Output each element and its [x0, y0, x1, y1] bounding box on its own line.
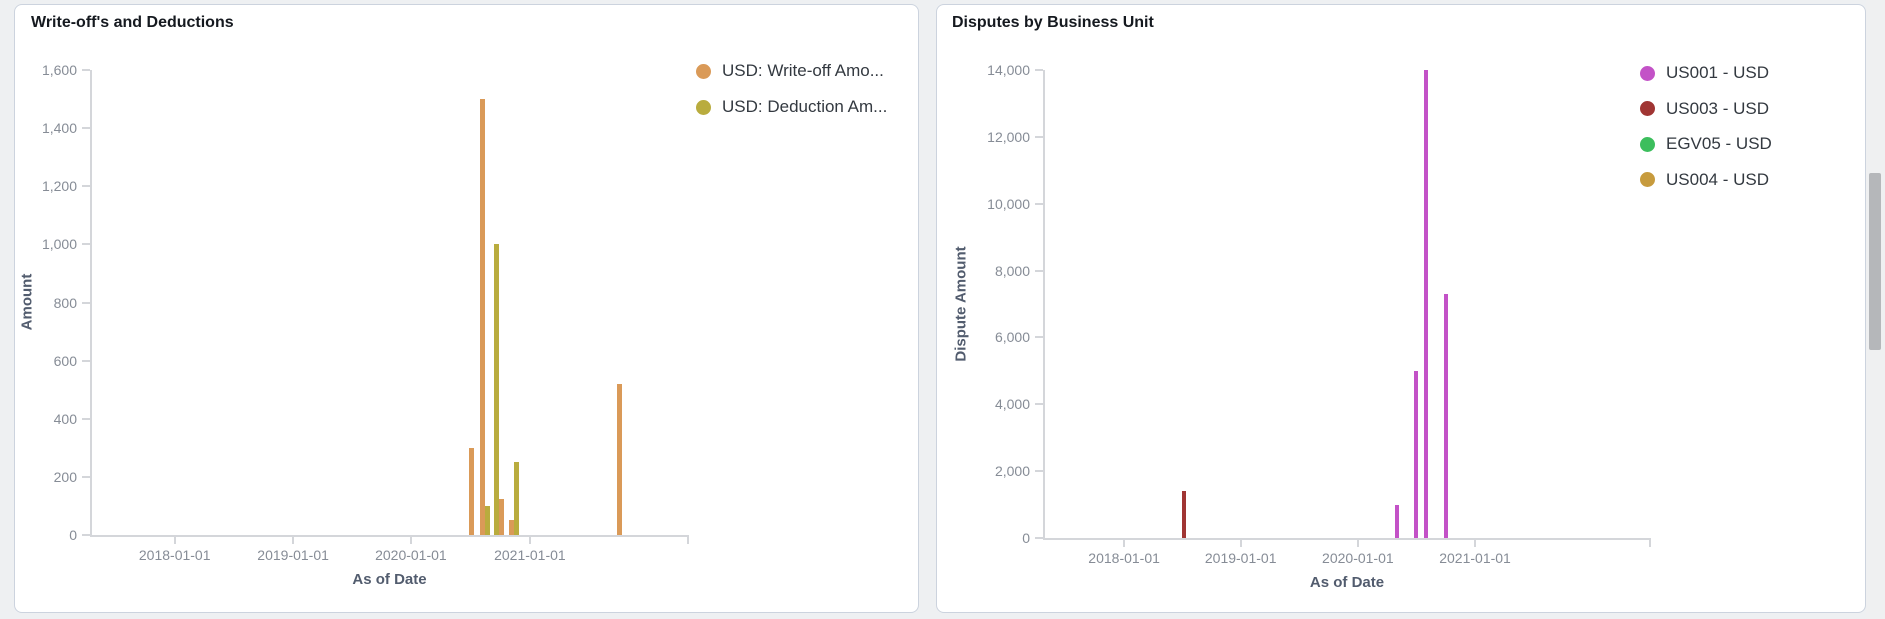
legend-item-label: US003 - USD	[1666, 98, 1769, 118]
bar-us001[interactable]	[1395, 504, 1400, 538]
bar-usd[interactable]	[485, 505, 491, 535]
y-tick	[82, 185, 90, 188]
y-tick	[1035, 135, 1043, 138]
legend-item[interactable]: US003 - USD	[1640, 98, 1769, 120]
y-tick-label: 1,000	[41, 236, 77, 253]
y-tick-label: 8,000	[994, 262, 1030, 279]
y-tick-label: 1,600	[41, 62, 77, 78]
y-tick	[82, 417, 90, 420]
x-tick	[1123, 540, 1126, 547]
legend-item-label: US001 - USD	[1666, 63, 1769, 82]
legend-item[interactable]: US001 - USD	[1640, 62, 1769, 84]
legend-item[interactable]: US004 - USD	[1640, 169, 1769, 191]
bar-us003[interactable]	[1181, 491, 1186, 538]
y-tick	[1035, 537, 1043, 539]
x-axis-end-tick	[687, 537, 689, 544]
y-tick-label: 0	[1022, 530, 1030, 546]
legend-color-dot	[696, 63, 711, 79]
writeoffs-and-deductions-chart-card: Write-off's and Deductions 0 200 400 600 800 1…	[14, 4, 919, 613]
legend-color-dot	[1640, 136, 1655, 152]
legend-item-label: EGV05 - USD	[1666, 134, 1772, 153]
bar-usd[interactable]	[468, 447, 474, 535]
chart-title: Disputes by Business Unit	[952, 14, 1154, 31]
y-axis-title: Dispute Amount	[952, 246, 970, 362]
x-tick	[1474, 540, 1477, 547]
x-tick-label: 2020-01-01	[1322, 550, 1394, 566]
y-axis-line	[1043, 70, 1045, 540]
bar-usd[interactable]	[499, 498, 505, 535]
y-axis-title: Amount	[18, 273, 36, 331]
x-tick	[173, 537, 176, 544]
y-tick-label: 400	[53, 410, 77, 427]
y-tick-label: 6,000	[994, 329, 1030, 346]
y-tick-label: 0	[69, 527, 77, 543]
disputes-by-business-unit-chart-card: Disputes by Business Unit 0 2,000 4,000 6,00…	[936, 4, 1866, 613]
x-tick-label: 2019-01-01	[1204, 550, 1277, 566]
bar-usd[interactable]	[479, 99, 485, 535]
x-axis-title: As of Date	[1309, 574, 1385, 591]
y-tick	[1035, 470, 1043, 473]
y-tick-label: 14,000	[987, 62, 1030, 78]
y-tick-label: 800	[53, 294, 77, 311]
x-tick	[528, 537, 531, 544]
bar-us001[interactable]	[1444, 293, 1449, 538]
y-tick	[1035, 336, 1043, 339]
y-axis-line	[90, 70, 92, 537]
y-tick-label: 2,000	[994, 463, 1030, 480]
x-axis-title: As of Date	[352, 571, 427, 588]
legend-item-label: US004 - USD	[1666, 169, 1769, 189]
x-tick	[1239, 540, 1242, 547]
y-tick	[82, 127, 90, 130]
bar-usd[interactable]	[493, 244, 499, 535]
x-tick-label: 2021-01-01	[1439, 550, 1511, 566]
bar-usd[interactable]	[617, 383, 623, 535]
y-tick	[82, 475, 90, 478]
y-tick	[82, 534, 90, 536]
legend-item[interactable]: USD: Write-off Amo...	[696, 60, 884, 82]
x-tick-label: 2019-01-01	[257, 547, 329, 563]
legend-item[interactable]: EGV05 - USD	[1640, 133, 1772, 155]
y-tick	[1035, 403, 1043, 406]
x-axis-line	[90, 535, 689, 537]
legend-color-dot	[1640, 172, 1655, 187]
y-tick-label: 4,000	[994, 396, 1030, 413]
x-tick-label: 2018-01-01	[1088, 550, 1160, 566]
chart-title: Write-off's and Deductions	[31, 14, 234, 31]
x-axis-end-tick	[1649, 540, 1651, 547]
bar-usd[interactable]	[508, 520, 514, 535]
y-tick-label: 1,200	[41, 178, 77, 195]
y-tick	[82, 359, 90, 362]
legend-color-dot	[1640, 65, 1655, 81]
x-tick	[292, 537, 295, 544]
y-tick-label: 600	[53, 352, 77, 369]
y-tick-label: 1,400	[41, 120, 77, 137]
x-tick	[409, 537, 412, 544]
y-tick-label: 200	[53, 468, 77, 485]
bar-usd[interactable]	[514, 462, 520, 535]
x-axis-line	[1043, 538, 1651, 540]
legend-item[interactable]: USD: Deduction Am...	[696, 96, 887, 118]
x-tick-label: 2020-01-01	[375, 547, 447, 563]
x-tick	[1356, 540, 1359, 547]
legend-color-dot	[696, 99, 711, 115]
x-tick-label: 2018-01-01	[138, 547, 211, 563]
y-tick	[1035, 202, 1043, 205]
y-tick	[1035, 69, 1043, 71]
y-tick	[82, 69, 90, 71]
legend-color-dot	[1640, 101, 1655, 116]
vertical-scrollbar-track[interactable]	[1866, 0, 1885, 619]
bar-us001[interactable]	[1413, 370, 1418, 538]
y-tick	[82, 301, 90, 304]
x-tick-label: 2021-01-01	[494, 547, 566, 563]
y-tick-label: 10,000	[987, 195, 1030, 212]
y-tick	[1035, 269, 1043, 272]
y-tick-label: 12,000	[987, 128, 1030, 145]
legend-item-label: USD: Write-off Amo...	[722, 61, 884, 80]
vertical-scrollbar-thumb[interactable]	[1869, 173, 1881, 350]
bar-us001[interactable]	[1424, 70, 1429, 538]
y-tick	[82, 243, 90, 246]
legend-item-label: USD: Deduction Am...	[722, 97, 888, 116]
